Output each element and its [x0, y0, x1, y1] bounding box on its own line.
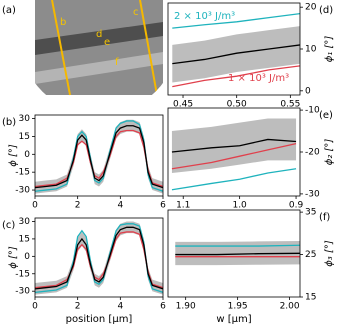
- panel-label: (d): [319, 5, 333, 16]
- y-tick-label: -15: [15, 168, 30, 178]
- plot-area: [172, 12, 300, 88]
- y-tick-label: -30: [15, 287, 30, 297]
- panel: 0 2 4 6 -30 -15 0 15 30 ϕ [°] (b): [2, 114, 166, 210]
- plot-frame: [34, 217, 164, 298]
- line: [171, 138, 297, 153]
- panel-label: (b): [2, 117, 16, 128]
- y-tick-label: 0: [305, 86, 311, 96]
- y-axis-label: ϕ [°]: [8, 144, 19, 167]
- panel-label: (e): [319, 110, 333, 121]
- panel-label: (c): [2, 220, 15, 231]
- annotation: 2 × 10³ J/m³: [174, 11, 235, 22]
- y-tick-label: 20: [305, 3, 317, 13]
- x-tick-label: 6: [160, 302, 166, 312]
- line: [171, 142, 297, 170]
- y-tick-label: 30: [19, 114, 31, 124]
- panel: 1.1 1.0 0.9 -10 -20 -30 ϕ₂ [°] (e): [167, 106, 335, 211]
- y-tick-label: -30: [305, 189, 320, 199]
- plot-area: [171, 118, 297, 191]
- y-tick-label: -10: [305, 106, 320, 116]
- y-axis-label: ϕ₁ [°]: [324, 36, 335, 63]
- y-tick-label: 15: [305, 293, 316, 303]
- image-label: d: [96, 29, 102, 40]
- y-tick-label: 25: [305, 250, 316, 260]
- plot-area: [35, 221, 163, 295]
- uncertainty-band: [35, 119, 163, 194]
- x-tick-label: 1.0: [232, 201, 247, 211]
- plot-frame: [167, 209, 301, 298]
- plot-area: [175, 240, 300, 266]
- x-tick-label: 6: [160, 201, 166, 211]
- line: [35, 125, 163, 189]
- dark-stripe: [35, 22, 163, 55]
- x-tick-label: 0.55: [280, 100, 300, 110]
- x-tick-label: 0.50: [227, 100, 247, 110]
- y-tick-label: -20: [305, 148, 320, 158]
- y-tick-label: 0: [24, 150, 30, 160]
- x-tick-label: 1.1: [176, 201, 190, 211]
- line: [35, 226, 163, 290]
- line: [172, 65, 300, 88]
- y-tick-label: 35: [305, 208, 316, 218]
- x-axis-label: w [μm]: [216, 314, 251, 325]
- line: [175, 252, 300, 256]
- y-tick-label: -15: [15, 269, 30, 279]
- image-label: e: [104, 37, 110, 48]
- image-label: c: [133, 7, 139, 18]
- cut-line: [139, 0, 158, 96]
- x-tick-label: 4: [117, 201, 123, 211]
- panel: 0.45 0.50 0.55 0 10 20 ϕ₁ [°] (d) 2 × 10³ J/m³ 1 …: [167, 2, 335, 110]
- x-tick-label: 1.90: [176, 302, 196, 312]
- x-axis-label: position [μm]: [66, 314, 133, 325]
- y-tick-label: 30: [19, 217, 31, 227]
- y-axis-label: ϕ [°]: [8, 246, 19, 269]
- x-tick-label: 0: [32, 201, 38, 211]
- y-tick-label: 10: [305, 45, 317, 55]
- y-tick-label: 15: [19, 234, 30, 244]
- y-tick-label: 15: [19, 132, 30, 142]
- x-tick-label: 4: [117, 302, 123, 312]
- x-tick-label: 0.9: [289, 201, 304, 211]
- line: [171, 168, 297, 191]
- x-tick-label: 1.95: [228, 302, 248, 312]
- panel-label: (f): [319, 212, 330, 223]
- y-axis-label: ϕ₂ [°]: [324, 139, 335, 166]
- y-tick-label: -30: [15, 186, 30, 196]
- x-tick-label: 2: [75, 302, 81, 312]
- uncertainty-band: [172, 26, 300, 83]
- panel-label: (a): [2, 5, 16, 16]
- x-tick-label: 2.00: [280, 302, 300, 312]
- x-tick-label: 0: [32, 302, 38, 312]
- y-tick-label: 0: [24, 252, 30, 262]
- panel: 1.90 1.95 2.00 15 25 35 ϕ₃ [°] w [μm] (f): [167, 208, 335, 325]
- line: [172, 12, 300, 29]
- panel: 0 2 4 6 -30 -15 0 15 30 ϕ [°] position [μm] (c): [2, 217, 166, 325]
- y-axis-label: ϕ₃ [°]: [324, 240, 335, 267]
- x-tick-label: 2: [75, 201, 81, 211]
- uncertainty-band: [35, 221, 163, 295]
- cut-line: [51, 0, 71, 96]
- line: [172, 44, 300, 65]
- image-label: f: [115, 57, 119, 68]
- plot-frame: [34, 114, 164, 197]
- line: [175, 244, 300, 247]
- micrograph: [35, 0, 163, 96]
- x-tick-label: 0.45: [173, 100, 193, 110]
- annotation: 1 × 10³ J/m³: [228, 73, 289, 84]
- uncertainty-band: [175, 240, 300, 266]
- image-label: b: [60, 17, 66, 28]
- plot-area: [35, 119, 163, 194]
